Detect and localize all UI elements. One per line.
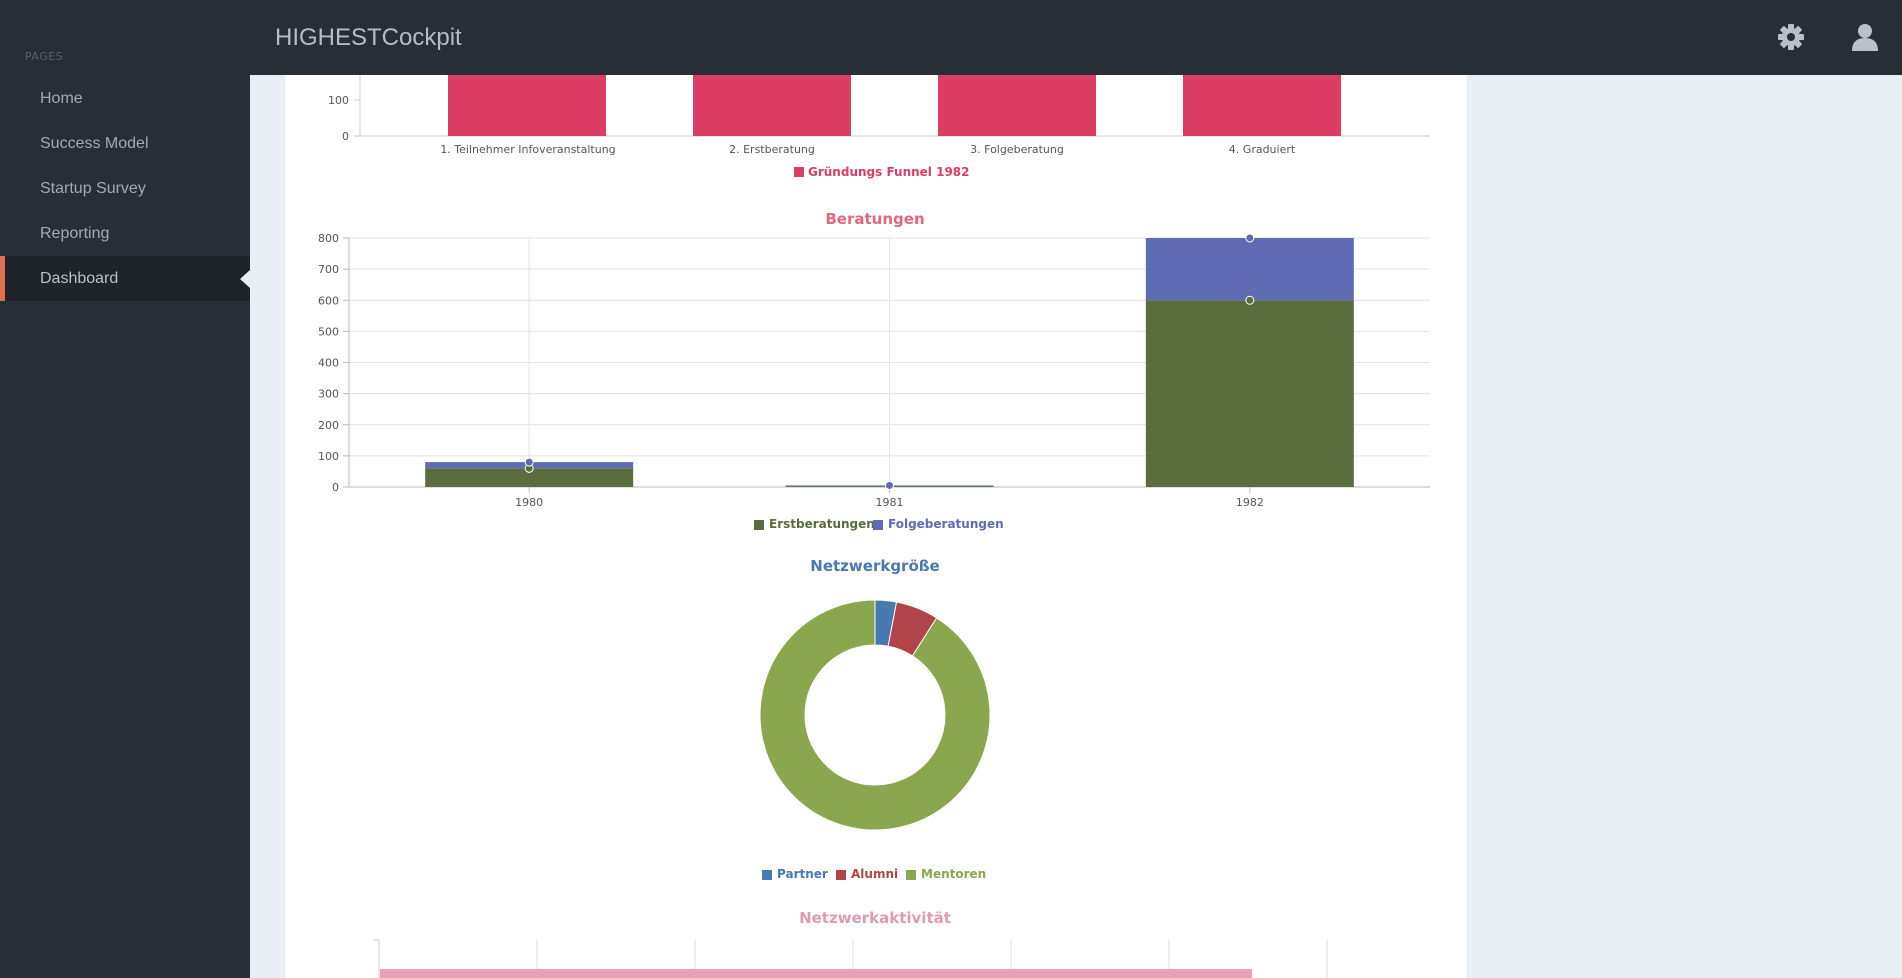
folgeberatungen-point[interactable] [1245, 233, 1255, 243]
erstberatungen-point[interactable] [1245, 295, 1255, 305]
beratungen-x-tick: 1980 [515, 496, 543, 509]
funnel-legend-label[interactable]: Gründungs Funnel 1982 [808, 165, 970, 179]
funnel-chart: 100 0 1. Teilnehmer Infoveranstaltung 2.… [328, 75, 1430, 179]
folgeberatungen-bar[interactable] [1145, 238, 1354, 301]
netzwerkgroesse-title: Netzwerkgröße [810, 557, 939, 575]
beratungen-y-tick: 100 [318, 450, 339, 463]
funnel-y-tick: 100 [328, 94, 349, 107]
beratungen-y-tick: 200 [318, 419, 339, 432]
partner-legend-label[interactable]: Partner [777, 867, 828, 881]
beratungen-chart: Beratungen 0 100 200 300 400 500 600 700 800 1980… [318, 210, 1430, 531]
beratungen-y-tick: 800 [318, 232, 339, 245]
funnel-bar[interactable] [1183, 75, 1341, 136]
erstberatungen-legend-label[interactable]: Erstberatungen [769, 517, 875, 531]
funnel-legend-swatch [794, 167, 804, 177]
funnel-y-tick: 0 [342, 130, 349, 143]
folgeberatungen-legend-swatch [873, 520, 883, 530]
sidebar-item-home[interactable]: Home [40, 90, 83, 107]
funnel-x-tick: 2. Erstberatung [729, 143, 815, 156]
beratungen-y-tick: 700 [318, 263, 339, 276]
gear-icon[interactable] [1776, 22, 1806, 52]
app-title: HIGHESTCockpit [275, 24, 462, 51]
sidebar: PAGES Home Success Model Startup Survey … [0, 0, 250, 978]
netzwerkaktivitaet-title: Netzwerkaktivität [799, 909, 951, 927]
sidebar-item-reporting[interactable]: Reporting [40, 225, 110, 242]
folgeberatungen-point[interactable] [524, 457, 534, 467]
mentoren-legend-label[interactable]: Mentoren [921, 867, 986, 881]
user-icon[interactable] [1850, 22, 1880, 52]
netzwerkgroesse-chart: Netzwerkgröße Partner Alumni Mentoren [759, 557, 991, 881]
beratungen-y-tick: 400 [318, 357, 339, 370]
sidebar-item-dashboard[interactable]: Dashboard [0, 256, 250, 301]
sidebar-item-startup-survey[interactable]: Startup Survey [40, 180, 146, 197]
funnel-x-tick: 4. Graduiert [1229, 143, 1296, 156]
alumni-legend-label[interactable]: Alumni [851, 867, 898, 881]
netzwerkaktivitaet-bar[interactable] [380, 969, 1252, 978]
main-content[interactable]: 100 0 1. Teilnehmer Infoveranstaltung 2.… [250, 75, 1902, 978]
beratungen-y-tick: 300 [318, 388, 339, 401]
top-bar: HIGHESTCockpit [0, 0, 1902, 75]
funnel-x-tick: 1. Teilnehmer Infoveranstaltung [440, 143, 615, 156]
beratungen-y-tick: 500 [318, 325, 339, 338]
folgeberatungen-legend-label[interactable]: Folgeberatungen [888, 517, 1004, 531]
beratungen-y-tick: 600 [318, 294, 339, 307]
funnel-x-tick: 3. Folgeberatung [970, 143, 1064, 156]
erstberatungen-bar[interactable] [1145, 300, 1354, 487]
folgeberatungen-point[interactable] [885, 480, 894, 490]
erstberatungen-legend-swatch [754, 520, 764, 530]
sidebar-heading: PAGES [25, 50, 64, 63]
netzwerkaktivitaet-chart: Netzwerkaktivität [373, 909, 1328, 978]
funnel-bar[interactable] [693, 75, 851, 136]
netzwerk-slice-mentoren[interactable] [759, 599, 991, 831]
dashboard-panel: 100 0 1. Teilnehmer Infoveranstaltung 2.… [285, 75, 1467, 978]
beratungen-x-tick: 1982 [1236, 496, 1264, 509]
beratungen-title: Beratungen [825, 210, 924, 228]
mentoren-legend-swatch [906, 870, 916, 880]
beratungen-x-tick: 1981 [876, 496, 904, 509]
funnel-bar[interactable] [448, 75, 606, 136]
beratungen-y-tick: 0 [332, 481, 339, 494]
funnel-bar[interactable] [938, 75, 1096, 136]
erstberatungen-bar[interactable] [425, 468, 634, 487]
partner-legend-swatch [762, 870, 772, 880]
alumni-legend-swatch [836, 870, 846, 880]
dashboard-charts: 100 0 1. Teilnehmer Infoveranstaltung 2.… [318, 75, 1430, 978]
sidebar-item-success-model[interactable]: Success Model [40, 135, 149, 152]
